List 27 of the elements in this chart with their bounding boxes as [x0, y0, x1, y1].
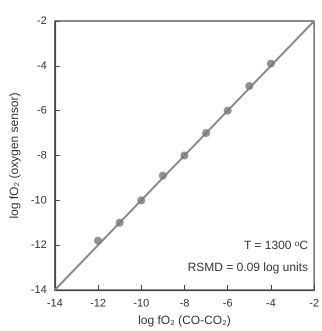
y-tick-label: -2: [37, 15, 47, 27]
point: [224, 106, 232, 115]
x-tick-label: -10: [133, 298, 150, 310]
x-axis-title: log fO₂ (CO-CO₂): [138, 312, 231, 327]
y-tick-label: -4: [37, 60, 47, 72]
x-tick-label: -8: [180, 298, 190, 310]
y-tick-label: -14: [30, 284, 47, 296]
point: [116, 218, 124, 227]
y-axis-title: log fO₂ (oxygen sensor): [7, 92, 21, 219]
y-tick-label: -6: [37, 104, 47, 117]
annotation: RSMD = 0.09 log units: [188, 260, 308, 274]
point: [94, 236, 102, 245]
point: [245, 82, 254, 90]
x-tick-label: -6: [222, 298, 233, 310]
point: [137, 196, 146, 204]
point: [202, 129, 210, 138]
point: [180, 152, 188, 160]
point: [158, 172, 167, 180]
x-tick-label: -2: [309, 298, 319, 310]
y-tick-label: -12: [30, 239, 47, 252]
x-tick-label: -4: [266, 298, 276, 310]
y-tick-label: -10: [30, 194, 47, 206]
x-tick-label: -12: [90, 298, 106, 310]
y-tick-label: -8: [37, 150, 47, 162]
annotation: T = 1300 ᵒC: [244, 238, 308, 252]
x-tick-label: -14: [46, 298, 63, 310]
point: [266, 60, 275, 68]
